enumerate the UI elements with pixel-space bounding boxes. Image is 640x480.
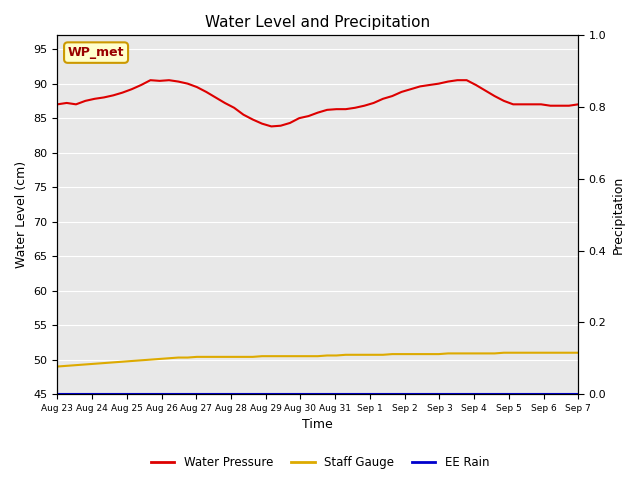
Legend: Water Pressure, Staff Gauge, EE Rain: Water Pressure, Staff Gauge, EE Rain [146,452,494,474]
Text: WP_met: WP_met [68,46,124,59]
Title: Water Level and Precipitation: Water Level and Precipitation [205,15,431,30]
Y-axis label: Precipitation: Precipitation [612,176,625,254]
X-axis label: Time: Time [303,419,333,432]
Y-axis label: Water Level (cm): Water Level (cm) [15,161,28,268]
